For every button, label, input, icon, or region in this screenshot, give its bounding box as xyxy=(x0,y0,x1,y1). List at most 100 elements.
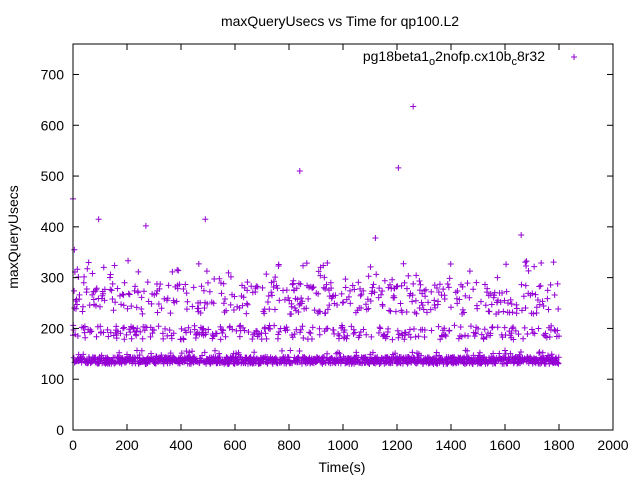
data-point xyxy=(539,349,546,356)
data-point xyxy=(515,331,522,338)
data-point xyxy=(311,307,318,314)
data-point xyxy=(218,290,225,297)
data-point xyxy=(81,323,88,330)
data-point xyxy=(300,334,307,341)
data-point xyxy=(367,263,374,270)
data-point xyxy=(484,285,491,292)
data-point xyxy=(520,293,527,300)
data-point xyxy=(236,323,243,330)
data-point xyxy=(80,324,87,331)
data-point xyxy=(100,329,107,336)
data-point xyxy=(315,268,322,275)
data-point xyxy=(538,260,545,267)
data-point xyxy=(147,333,154,340)
data-point xyxy=(442,333,449,340)
data-point xyxy=(240,294,247,301)
data-point xyxy=(284,326,291,333)
data-point xyxy=(389,336,396,343)
data-point xyxy=(165,282,172,289)
data-point xyxy=(270,278,277,285)
data-point xyxy=(371,289,378,296)
data-point xyxy=(119,291,126,298)
data-point xyxy=(409,298,416,305)
data-point xyxy=(363,331,370,338)
data-point xyxy=(110,307,117,314)
data-point xyxy=(401,336,408,343)
y-tick-label: 600 xyxy=(41,117,65,133)
data-point xyxy=(294,296,301,303)
data-point xyxy=(139,310,146,317)
data-point xyxy=(263,271,270,278)
legend-label: pg18beta1o2nofp.cx10bc8r32 xyxy=(363,48,545,68)
data-point xyxy=(487,330,494,337)
data-point xyxy=(89,291,96,298)
data-point xyxy=(162,325,169,332)
data-point xyxy=(220,327,227,334)
data-point xyxy=(259,284,266,291)
data-point xyxy=(458,333,465,340)
data-point xyxy=(137,328,144,335)
data-point xyxy=(416,305,423,312)
data-point xyxy=(483,333,490,340)
data-point xyxy=(360,287,367,294)
data-point xyxy=(554,359,561,366)
data-point xyxy=(204,300,211,307)
data-point xyxy=(261,324,268,331)
data-point xyxy=(486,308,493,315)
data-point xyxy=(79,303,86,310)
data-point xyxy=(412,333,419,340)
data-point xyxy=(264,298,271,305)
data-point xyxy=(288,303,295,310)
data-point xyxy=(101,286,108,293)
data-point xyxy=(482,302,489,309)
data-point xyxy=(298,295,305,302)
data-point xyxy=(183,329,190,336)
data-point xyxy=(504,360,511,367)
data-point xyxy=(128,303,135,310)
data-point xyxy=(413,272,420,279)
data-point xyxy=(441,296,448,303)
data-point xyxy=(320,262,327,269)
data-point xyxy=(254,283,261,290)
legend: pg18beta1o2nofp.cx10bc8r32 xyxy=(363,48,577,68)
data-point xyxy=(454,300,461,307)
data-point xyxy=(385,325,392,332)
data-point xyxy=(389,276,396,283)
data-point xyxy=(387,308,394,315)
data-point xyxy=(195,305,202,312)
data-point xyxy=(481,326,488,333)
data-point xyxy=(427,306,434,313)
data-point xyxy=(512,327,519,334)
x-tick-label: 1600 xyxy=(489,437,520,453)
data-point xyxy=(84,265,91,272)
data-point xyxy=(297,281,304,288)
data-point xyxy=(466,294,473,301)
data-point xyxy=(477,298,484,305)
data-point xyxy=(200,287,207,294)
data-point xyxy=(158,305,165,312)
data-point xyxy=(544,287,551,294)
data-point xyxy=(70,354,77,361)
data-point xyxy=(334,301,341,308)
data-point xyxy=(351,329,358,336)
data-point xyxy=(554,327,561,334)
data-point xyxy=(401,279,408,286)
data-point xyxy=(80,351,87,358)
data-point xyxy=(530,310,537,317)
data-point xyxy=(392,308,399,315)
data-point xyxy=(376,324,383,331)
data-point xyxy=(545,306,552,313)
data-point xyxy=(303,260,310,267)
data-point xyxy=(503,288,510,295)
data-point xyxy=(513,301,520,308)
data-point xyxy=(205,326,212,333)
data-point xyxy=(155,301,162,308)
data-point xyxy=(467,323,474,330)
y-tick-label: 400 xyxy=(41,219,65,235)
data-point xyxy=(270,284,277,291)
data-point xyxy=(81,273,88,280)
data-point xyxy=(119,325,126,332)
data-point xyxy=(249,335,256,342)
data-point xyxy=(381,277,388,284)
